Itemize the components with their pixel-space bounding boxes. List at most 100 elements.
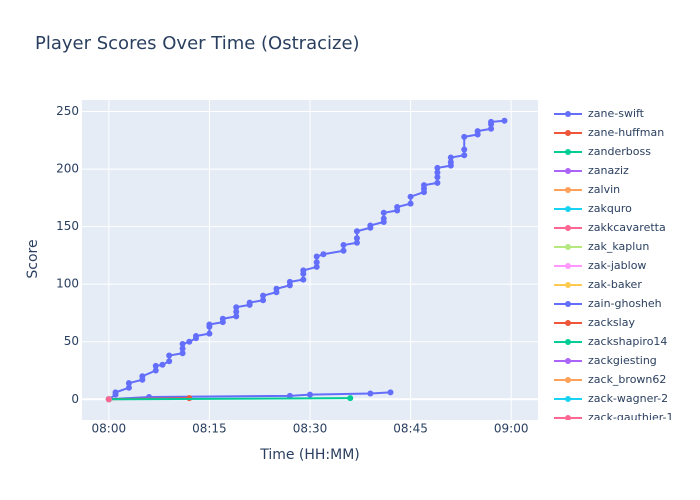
data-point — [105, 396, 112, 403]
y-tick-label: 50 — [64, 334, 79, 348]
data-point — [353, 228, 360, 235]
data-point — [340, 247, 347, 254]
data-point — [340, 242, 347, 249]
chart-title: Player Scores Over Time (Ostracize) — [35, 33, 360, 54]
legend-label: zackslay — [588, 316, 635, 329]
legend-marker — [565, 149, 571, 155]
legend-marker — [565, 301, 571, 307]
data-point — [313, 253, 320, 260]
data-point — [159, 361, 166, 368]
y-tick-label: 250 — [56, 104, 79, 118]
data-point — [407, 200, 414, 207]
x-tick-label: 08:15 — [192, 422, 227, 436]
data-point — [461, 152, 468, 159]
legend-marker — [565, 320, 571, 326]
legend-marker — [565, 339, 571, 345]
data-point — [179, 345, 186, 352]
legend-marker — [565, 358, 571, 364]
data-point — [179, 341, 186, 348]
data-point — [407, 193, 414, 200]
legend-label: zackgiesting — [588, 354, 657, 367]
data-point — [313, 263, 320, 270]
legend-label: zane-huffman — [588, 126, 664, 139]
legend-marker — [565, 282, 571, 288]
legend-marker — [565, 225, 571, 231]
legend-label: zack-gauthier-1 — [588, 411, 674, 424]
legend-label: zack-wagner-2 — [588, 392, 668, 405]
data-point — [447, 154, 454, 161]
y-tick-label: 200 — [56, 162, 79, 176]
data-point — [488, 125, 495, 132]
x-axis-title: Time (HH:MM) — [259, 447, 360, 463]
data-point — [219, 315, 226, 322]
data-point — [434, 179, 441, 186]
data-point — [300, 276, 307, 283]
data-point — [501, 117, 508, 124]
data-point — [206, 321, 213, 328]
data-point — [260, 292, 267, 299]
data-point — [112, 389, 119, 396]
data-point — [246, 299, 253, 306]
data-point — [300, 267, 307, 274]
data-point — [233, 308, 240, 315]
legend-label: zane-swift — [588, 107, 645, 120]
y-axis-title: Score — [25, 239, 41, 278]
series-line — [108, 391, 391, 401]
legend-marker — [565, 263, 571, 269]
legend-label: zakkcavaretta — [588, 221, 666, 234]
data-point — [380, 215, 387, 222]
data-point — [353, 239, 360, 246]
data-point — [347, 395, 354, 402]
data-point — [353, 235, 360, 242]
legend-label: zak-baker — [588, 278, 642, 291]
series-layer — [105, 117, 508, 403]
data-point — [394, 204, 401, 211]
data-point — [434, 169, 441, 176]
x-tick-label: 08:00 — [92, 422, 127, 436]
legend-marker — [565, 168, 571, 174]
y-tick-label: 0 — [71, 392, 79, 406]
data-point — [461, 146, 468, 153]
legend-marker — [565, 415, 571, 420]
grid — [82, 100, 538, 420]
data-point — [488, 118, 495, 125]
legend-marker — [565, 377, 571, 383]
data-point — [233, 304, 240, 311]
legend-marker — [565, 396, 571, 402]
data-point — [166, 358, 173, 365]
data-point — [447, 159, 454, 166]
data-point — [125, 384, 132, 391]
legend: zane-swift zane-huffman zanderboss zanaziz z… — [554, 107, 674, 424]
data-point — [206, 330, 213, 337]
legend-label: zanderboss — [588, 145, 651, 158]
data-point — [166, 352, 173, 359]
data-point — [320, 251, 327, 258]
x-tick-label: 08:30 — [293, 422, 328, 436]
data-point — [434, 164, 441, 171]
data-point — [461, 133, 468, 140]
legend-label: zak_kaplun — [588, 240, 649, 253]
legend-marker — [565, 244, 571, 250]
series-line — [108, 397, 351, 401]
data-point — [273, 285, 280, 292]
legend-label: zain-ghosheh — [588, 297, 662, 310]
x-tick-label: 09:00 — [494, 422, 529, 436]
legend-marker — [565, 206, 571, 212]
legend-label: zackshapiro14 — [588, 335, 667, 348]
data-point — [307, 391, 313, 398]
data-point — [313, 259, 320, 266]
data-point — [367, 222, 374, 229]
legend-label: zak-jablow — [588, 259, 646, 272]
y-tick-label: 150 — [56, 219, 79, 233]
data-point — [286, 278, 293, 285]
data-point — [139, 373, 146, 380]
y-tick-label: 100 — [56, 277, 79, 291]
data-point — [380, 209, 387, 216]
data-point — [186, 338, 193, 345]
data-point — [233, 313, 240, 320]
data-point — [387, 389, 394, 396]
data-point — [179, 350, 186, 357]
data-point — [421, 182, 427, 189]
data-point — [286, 392, 293, 399]
